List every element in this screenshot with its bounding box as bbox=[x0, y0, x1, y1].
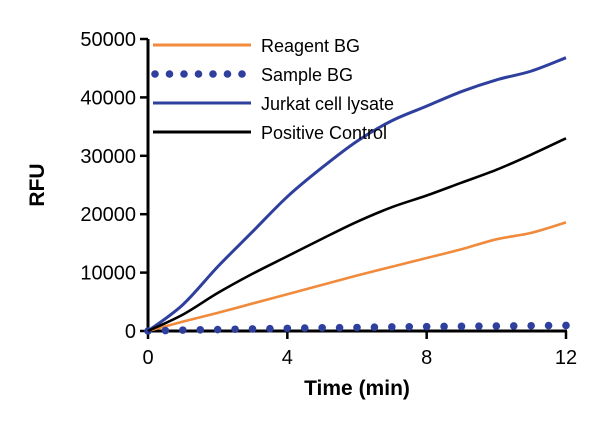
legend-dot bbox=[165, 70, 174, 78]
x-tick-label: 0 bbox=[142, 347, 153, 369]
sample-bg-dot bbox=[422, 322, 431, 331]
legend-dot bbox=[209, 70, 217, 78]
sample-bg-dot bbox=[213, 325, 222, 334]
legend-label: Positive Control bbox=[261, 123, 387, 143]
series-line-reagent-bg bbox=[147, 221, 567, 333]
sample-bg-dot bbox=[196, 326, 205, 334]
y-axis-label: RFU bbox=[26, 163, 49, 206]
sample-bg-dot bbox=[161, 326, 170, 335]
y-tick-label: 0 bbox=[125, 321, 136, 343]
legend-label: Sample BG bbox=[261, 65, 353, 85]
y-tick-label: 20000 bbox=[80, 204, 136, 226]
sample-bg-dot bbox=[283, 324, 292, 333]
sample-bg-dot bbox=[405, 322, 414, 331]
y-tick-label: 30000 bbox=[80, 146, 136, 168]
sample-bg-dot bbox=[231, 325, 239, 334]
legend-label: Jurkat cell lysate bbox=[261, 94, 394, 114]
y-tick-label: 10000 bbox=[80, 263, 136, 285]
sample-bg-dot bbox=[370, 323, 379, 332]
legend-dot bbox=[238, 70, 246, 78]
sample-bg-dot bbox=[527, 321, 535, 330]
x-axis-label: Time (min) bbox=[304, 377, 410, 400]
legend-dot bbox=[180, 70, 188, 78]
sample-bg-dot bbox=[544, 321, 553, 330]
sample-bg-dot bbox=[509, 322, 518, 330]
sample-bg-dot bbox=[492, 322, 501, 330]
sample-bg-dot bbox=[562, 321, 570, 330]
y-tick-label: 50000 bbox=[80, 29, 136, 51]
sample-bg-dot bbox=[440, 322, 448, 331]
sample-bg-dot bbox=[318, 323, 326, 332]
y-tick-label: 40000 bbox=[80, 87, 136, 109]
series-line-jurkat-cell-lysate bbox=[147, 56, 567, 333]
legend-dot bbox=[151, 70, 159, 78]
sample-bg-dot bbox=[388, 323, 396, 331]
sample-bg-dot bbox=[300, 324, 309, 332]
sample-bg-dot bbox=[266, 324, 274, 333]
x-tick-label: 8 bbox=[421, 347, 432, 369]
sample-bg-dot bbox=[335, 323, 344, 332]
x-tick-label: 12 bbox=[555, 347, 577, 369]
series-line-positive-control bbox=[147, 137, 567, 333]
legend-dot bbox=[223, 70, 232, 78]
sample-bg-dot bbox=[475, 322, 483, 330]
sample-bg-dot bbox=[248, 325, 257, 333]
sample-bg-dot bbox=[353, 323, 361, 332]
legend-dot bbox=[194, 70, 203, 78]
sample-bg-dot bbox=[457, 322, 466, 331]
legend-label: Reagent BG bbox=[261, 36, 360, 56]
x-tick-label: 4 bbox=[282, 347, 293, 369]
sample-bg-dot bbox=[179, 326, 187, 334]
